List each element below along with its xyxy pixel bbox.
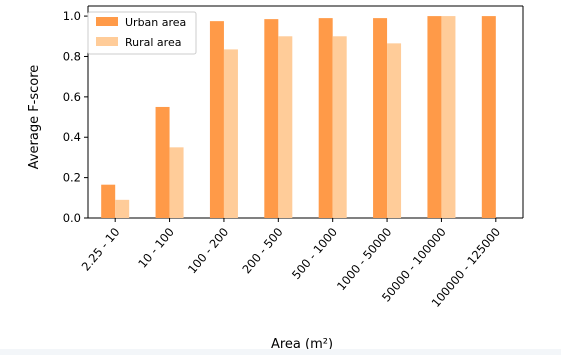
bar-rural-0 bbox=[115, 199, 130, 218]
bar-rural-3 bbox=[278, 36, 293, 219]
x-tick-label: 2.25 - 10 bbox=[79, 225, 123, 274]
bars bbox=[101, 16, 496, 219]
bar-rural-2 bbox=[223, 49, 238, 219]
y-tick-label: 0.0 bbox=[63, 211, 81, 225]
bar-urban-4 bbox=[318, 18, 333, 218]
bar-urban-3 bbox=[264, 19, 279, 218]
x-tick-label: 200 - 500 bbox=[239, 225, 285, 276]
y-tick-label: 0.6 bbox=[63, 90, 81, 104]
bar-urban-6 bbox=[427, 16, 442, 218]
legend-swatch-urban bbox=[96, 17, 118, 26]
bar-urban-7 bbox=[481, 16, 496, 218]
legend-label-urban: Urban area bbox=[125, 16, 186, 29]
bar-rural-5 bbox=[387, 43, 402, 218]
x-tick-label: 10 - 100 bbox=[135, 225, 177, 271]
bar-rural-1 bbox=[169, 147, 184, 218]
y-tick-label: 0.2 bbox=[63, 171, 81, 185]
legend-swatch-rural bbox=[96, 37, 118, 46]
x-axis-label: Area (m²) bbox=[271, 337, 333, 352]
bar-urban-2 bbox=[209, 21, 224, 219]
x-axis: 2.25 - 10 10 - 100 100 - 200 200 - 500 500 -… bbox=[79, 218, 503, 310]
bar-rural-6 bbox=[441, 16, 456, 218]
y-tick-label: 1.0 bbox=[63, 9, 81, 23]
y-tick-label: 0.8 bbox=[63, 49, 81, 63]
y-tick-label: 0.4 bbox=[63, 130, 81, 144]
bar-rural-4 bbox=[332, 36, 347, 219]
legend-label-rural: Rural area bbox=[125, 36, 181, 49]
x-tick-label: 1000 - 50000 bbox=[334, 225, 394, 293]
bottom-strip bbox=[0, 349, 561, 355]
y-axis-label: Average F-score bbox=[27, 65, 42, 170]
bar-urban-0 bbox=[101, 184, 116, 218]
legend: Urban area Rural area bbox=[87, 11, 197, 55]
bar-urban-5 bbox=[373, 18, 388, 218]
bar-urban-1 bbox=[155, 106, 170, 218]
x-tick-label: 100 - 200 bbox=[185, 225, 231, 276]
y-axis: 0.0 0.2 0.4 0.6 0.8 1.0 bbox=[63, 9, 88, 225]
x-tick-label: 500 - 1000 bbox=[289, 225, 340, 282]
